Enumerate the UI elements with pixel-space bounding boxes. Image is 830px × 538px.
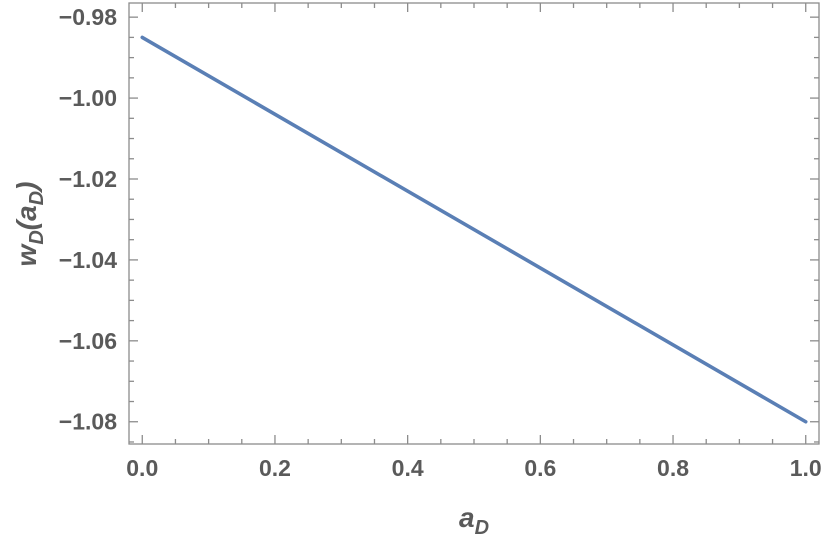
x-tick-label: 0.6 [524, 455, 556, 481]
y-tick-label: −1.06 [59, 328, 117, 354]
y-tick-label: −1.04 [59, 247, 117, 273]
x-axis-label-subscript: D [475, 517, 489, 538]
y-axis-label-arg: a [11, 205, 42, 221]
y-tick-label: −1.08 [59, 409, 117, 435]
x-axis-ticks: 0.0 0.2 0.4 0.6 0.8 1.0 [126, 3, 822, 481]
y-tick-label: −0.98 [59, 4, 117, 30]
x-tick-label: 0.4 [392, 455, 424, 481]
series-line [140, 35, 808, 424]
y-tick-label: −1.00 [59, 85, 117, 111]
y-axis-label-close-paren: ) [11, 182, 42, 194]
x-axis-label: aD [459, 502, 489, 538]
y-axis-label-subscript: D [26, 230, 48, 244]
y-axis-ticks: −0.98 −1.00 −1.02 −1.04 −1.06 −1.08 [59, 4, 819, 443]
x-tick-label: 0.8 [657, 455, 689, 481]
y-axis-label-main: w [11, 242, 42, 266]
series-group [140, 35, 808, 424]
x-tick-label: 1.0 [790, 455, 822, 481]
y-axis-label-arg-subscript: D [26, 191, 48, 205]
x-tick-label: 0.2 [259, 455, 291, 481]
y-axis-label: wD(aD) [11, 182, 48, 267]
y-tick-label: −1.02 [59, 166, 117, 192]
x-tick-label: 0.0 [126, 455, 158, 481]
plot-frame [128, 2, 820, 445]
y-axis-label-open-paren: ( [11, 218, 42, 230]
x-axis-label-main: a [459, 502, 475, 533]
